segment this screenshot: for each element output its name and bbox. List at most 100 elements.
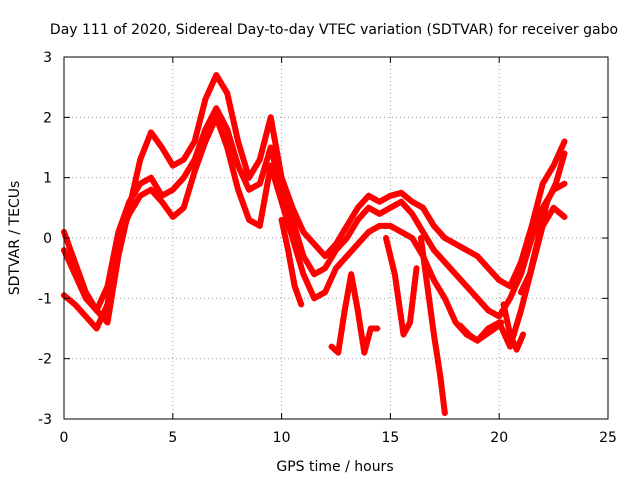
data-point (427, 302, 433, 309)
data-point (414, 219, 421, 226)
data-point (436, 369, 443, 376)
data-point (271, 158, 278, 165)
data-point (522, 280, 529, 287)
data-point (450, 314, 457, 321)
data-point (283, 237, 289, 243)
data-point (555, 152, 561, 159)
data-point (362, 233, 368, 239)
data-point (126, 210, 133, 217)
x-axis-label: GPS time / hours (276, 459, 393, 475)
data-point (150, 133, 157, 140)
data-point (206, 128, 213, 135)
data-point (93, 325, 100, 332)
data-point (346, 230, 353, 237)
data-point (257, 217, 264, 224)
data-point (397, 311, 404, 318)
y-tick-label: -2 (38, 352, 52, 368)
y-tick-label: 0 (43, 231, 52, 247)
data-point (262, 133, 269, 140)
data-point (376, 210, 383, 217)
data-point (294, 292, 301, 299)
data-point (452, 319, 459, 326)
data-point (371, 195, 378, 202)
data-point (216, 124, 223, 131)
data-point (481, 261, 488, 268)
data-point (243, 181, 250, 188)
data-point (425, 238, 432, 244)
data-point (392, 276, 399, 283)
data-point (365, 229, 372, 235)
data-point (487, 328, 494, 335)
data-point (204, 133, 211, 140)
data-point (269, 124, 276, 131)
data-point (224, 126, 231, 133)
data-point (550, 204, 557, 211)
data-point (248, 170, 255, 177)
data-point (539, 180, 546, 187)
data-point (228, 140, 235, 146)
data-point (330, 251, 337, 258)
data-point (237, 167, 244, 174)
data-point (98, 315, 104, 322)
grid (64, 57, 608, 419)
data-point (542, 204, 549, 210)
data-point (309, 290, 316, 297)
data-point (362, 344, 369, 351)
data-point (224, 144, 231, 151)
data-point (537, 224, 544, 231)
data-point (109, 270, 116, 277)
data-point (485, 307, 492, 314)
data-point (509, 290, 516, 297)
data-point (262, 192, 269, 199)
data-point (232, 128, 239, 135)
data-point (393, 281, 400, 288)
data-point (112, 255, 119, 262)
data-point (284, 216, 290, 223)
data-point (333, 265, 339, 272)
data-point (325, 249, 332, 256)
data-point (520, 262, 527, 269)
data-point (281, 207, 288, 214)
data-point (343, 222, 350, 229)
data-point (418, 239, 425, 246)
data-point (343, 297, 350, 304)
data-point (536, 229, 543, 236)
data-point (526, 244, 533, 251)
data-point (396, 306, 403, 313)
data-point (501, 280, 508, 287)
data-point (402, 327, 409, 334)
data-point (299, 266, 305, 273)
x-tick-label: 15 (381, 430, 399, 446)
data-point (300, 229, 307, 235)
data-point (150, 179, 157, 186)
data-point (346, 218, 353, 225)
data-point (485, 265, 492, 272)
data-point (557, 210, 564, 217)
data-point (95, 320, 102, 327)
y-tick-label: 2 (43, 110, 52, 126)
data-point (200, 105, 206, 112)
data-point (111, 260, 118, 267)
data-point (169, 213, 176, 220)
series-layer (61, 72, 568, 416)
data-point (520, 284, 527, 291)
data-point (137, 192, 144, 199)
data-point (204, 91, 211, 98)
data-point (305, 262, 312, 269)
data-point (425, 292, 432, 299)
data-point (358, 200, 365, 207)
data-point (387, 192, 394, 199)
chart-title: Day 111 of 2020, Sidereal Day-to-day VTE… (50, 22, 618, 38)
x-tick-label: 10 (273, 430, 291, 446)
data-point (100, 311, 107, 317)
data-point (65, 256, 72, 263)
data-point (376, 222, 383, 229)
data-point (201, 100, 208, 107)
data-point (328, 343, 335, 350)
data-point (288, 267, 295, 274)
data-point (195, 158, 202, 165)
data-point (560, 155, 566, 162)
data-point (263, 187, 270, 194)
data-point (458, 244, 465, 251)
data-point (71, 301, 78, 308)
